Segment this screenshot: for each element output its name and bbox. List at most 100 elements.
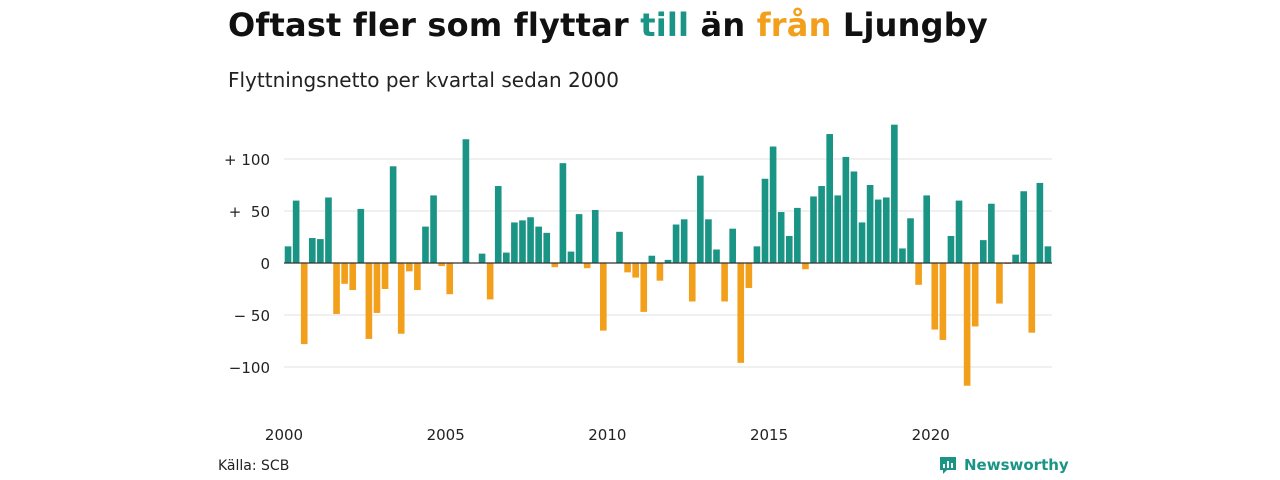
bar [1044,246,1052,263]
x-tick-label: 2020 [912,426,950,444]
bar [365,263,373,339]
bar [955,200,963,263]
bar [947,235,955,263]
bar [939,263,947,340]
bar [826,134,833,263]
title-part-1: Oftast fler som flyttar [228,6,641,44]
bar [559,163,567,263]
bar [543,232,551,263]
bar [745,263,753,288]
x-tick-label: 2010 [588,426,626,444]
bar [397,263,405,334]
x-tick-label: 2000 [265,426,303,444]
bar [414,263,421,291]
bar [567,251,575,263]
bar [672,224,680,263]
bar [446,263,454,295]
bar [494,186,502,263]
bar [794,207,801,263]
bar [575,214,583,263]
bar [769,146,777,263]
bar [349,263,357,291]
bar [858,222,866,263]
title-negative-word: från [756,6,832,44]
bar [785,235,793,263]
bar [430,195,437,263]
bar [583,263,591,269]
y-tick-label: − 50 [234,307,270,325]
bar [308,238,316,263]
bar [632,263,639,278]
bar [761,178,769,263]
bar [907,218,914,263]
bar [1036,182,1044,263]
title-part-3: Ljungby [831,6,988,44]
bar [373,263,381,313]
bar [616,231,623,263]
bar [963,263,971,386]
bar [882,197,890,263]
chart-subtitle: Flyttningsnetto per kvartal sedan 2000 [228,68,619,92]
bar [810,196,817,263]
x-tick-label: 2005 [427,426,465,444]
newsworthy-logo-icon [940,457,956,474]
bar [680,219,688,263]
bar [551,263,559,268]
bar [753,246,761,263]
bar [834,195,842,263]
bar [802,263,809,270]
title-part-2: än [689,6,757,44]
y-tick-label: 0 [260,255,270,273]
bar [915,263,922,285]
chart-title: Oftast fler som flyttar till än från Lju… [228,6,988,44]
bar [729,228,736,263]
bar [931,263,939,330]
bar [688,263,696,302]
bar [591,209,599,263]
bar [519,220,526,263]
brand-logo: Newsworthy [938,455,1069,475]
y-tick-label: −100 [229,359,270,377]
bar [996,263,1003,304]
bar [1012,254,1019,263]
bar [600,263,607,331]
bar [1028,263,1036,333]
bar [818,186,825,263]
bar [697,175,704,263]
title-positive-word: till [640,6,690,44]
bar [1020,191,1028,263]
x-tick-label: 2015 [750,426,788,444]
bar [923,195,931,263]
bar [874,199,882,263]
bar [721,263,728,302]
y-tick-label: + 50 [229,203,270,221]
bar [325,197,332,263]
bar [527,217,534,263]
bar [422,226,429,263]
bar [511,222,518,263]
bar [389,166,397,263]
bar [705,219,712,263]
bar [478,253,486,263]
bar [737,263,745,363]
y-tick-label: + 100 [224,151,270,169]
bar [866,185,874,263]
bar [300,263,308,345]
source-note: Källa: SCB [218,458,290,474]
bar [357,208,365,263]
bar [899,248,906,263]
bar [317,239,324,263]
bar [462,139,470,263]
brand-name: Newsworthy [964,456,1069,474]
bar [842,156,850,263]
bar [341,263,348,284]
bar [292,200,300,263]
bar [979,240,987,263]
bar [486,263,494,300]
bar [891,124,898,264]
bar [648,255,656,263]
bar [535,226,542,263]
bar [405,263,413,272]
bar [640,263,648,312]
